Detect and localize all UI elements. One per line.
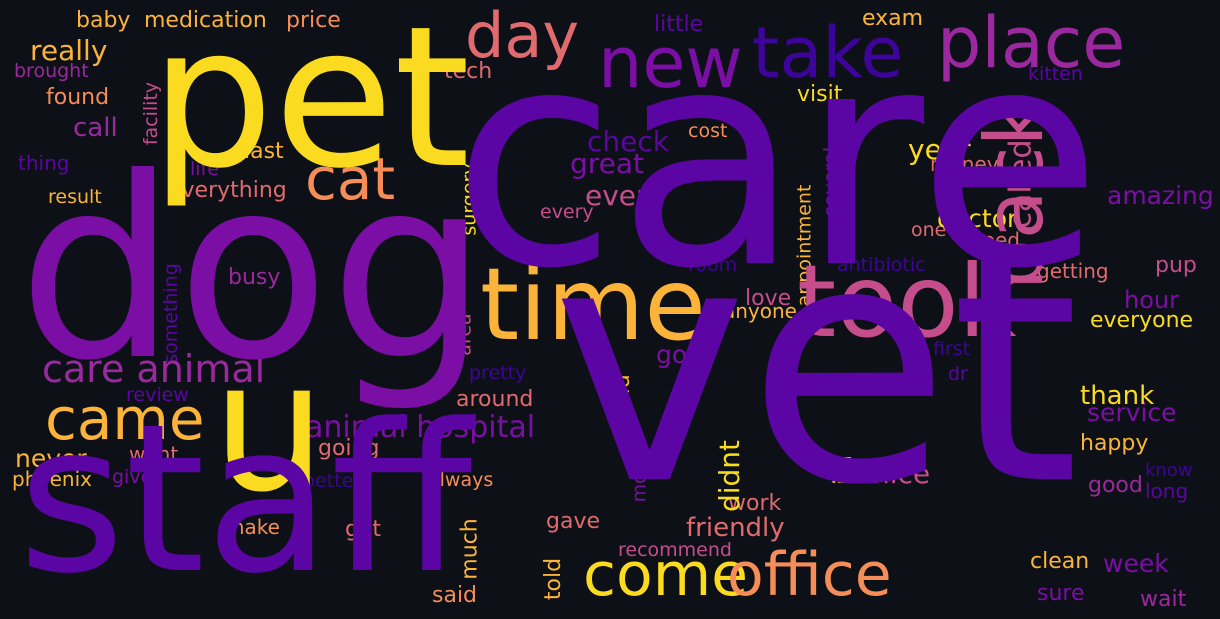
word-pup: pup — [1155, 253, 1197, 278]
word-tech: tech — [444, 59, 493, 84]
word-check: check — [587, 125, 669, 158]
word-everyone: everyone — [1090, 308, 1194, 333]
word-always: always — [428, 469, 494, 491]
word-cat: cat — [305, 145, 396, 213]
word-visit: visit — [797, 82, 843, 107]
word-animal-hospital: animal hospital — [305, 410, 536, 445]
word-phoenix: phoenix — [12, 467, 92, 491]
word-know: know — [1145, 460, 1193, 481]
word-better: better — [303, 470, 362, 492]
word-price: price — [286, 8, 341, 33]
word-brought: brought — [14, 60, 89, 82]
word-anyone: anyone — [723, 299, 797, 323]
word-result: result — [48, 186, 102, 208]
word-room: room — [688, 254, 738, 276]
word-took: took — [797, 243, 1017, 360]
word-service: service — [1087, 398, 1177, 427]
word-nice: nice — [872, 457, 931, 490]
word-pet: pet — [150, 0, 471, 211]
word-came: came — [45, 385, 205, 453]
word-come: come — [583, 540, 749, 610]
word-medication: medication — [144, 8, 267, 33]
word-really: really — [30, 34, 108, 67]
word-said: said — [432, 583, 478, 608]
word-gave: gave — [546, 509, 601, 534]
word-one: one — [911, 219, 947, 241]
word-go: go — [656, 340, 688, 369]
word-busy: busy — [228, 265, 281, 290]
word-need: need — [970, 228, 1020, 252]
word-exam: exam — [862, 6, 924, 31]
word-antibiotic: antibiotic — [837, 254, 926, 276]
word-going: going — [318, 436, 380, 461]
word-getting: getting — [1037, 259, 1109, 283]
word-every: every — [540, 201, 594, 223]
word-never: never — [15, 444, 87, 473]
word-wait: wait — [1140, 587, 1187, 612]
word-take: take — [752, 12, 904, 94]
word-staff: staff — [18, 381, 473, 619]
word-everything: everything — [168, 178, 287, 203]
word-work: work — [728, 491, 782, 516]
word-first: first — [933, 338, 971, 360]
word-u: u — [212, 323, 327, 532]
word-found: found — [46, 85, 110, 110]
word-place: place — [937, 2, 1126, 84]
word-thank: thank — [1080, 381, 1155, 411]
word-year: year — [908, 133, 971, 166]
word-thing: thing — [18, 151, 70, 175]
word-hour: hour — [1124, 286, 1179, 314]
word-pretty: pretty — [469, 362, 527, 384]
word-dog: dog — [18, 124, 489, 415]
word-long: long — [1145, 479, 1189, 503]
word-baby: baby — [76, 8, 131, 33]
word-time: time — [480, 246, 706, 363]
word-kitten: kitten — [1028, 63, 1083, 85]
word-call: call — [73, 113, 118, 143]
word-told: told — [541, 557, 567, 601]
word-doctor: doctor — [937, 204, 1018, 233]
word-last: last — [244, 139, 284, 164]
word-care-animal: care animal — [42, 347, 266, 391]
word-great: great — [570, 147, 645, 180]
word-friendly: friendly — [686, 513, 785, 543]
word-give: give — [112, 466, 153, 488]
word-week: week — [1103, 549, 1169, 578]
word-recommend: recommend — [618, 539, 732, 561]
word-cost: cost — [688, 120, 728, 142]
word-around: around — [456, 387, 534, 412]
word-love: love — [745, 286, 792, 311]
word-money: money — [930, 152, 999, 176]
word-new: new — [598, 22, 743, 104]
word-little: little — [654, 12, 704, 37]
word-vet: vet — [552, 173, 1080, 557]
word-dr: dr — [948, 363, 968, 385]
word-make: make — [225, 515, 280, 539]
word-life: life — [190, 158, 219, 180]
word-office: office — [727, 540, 892, 610]
word-day: day — [465, 0, 580, 72]
word-went: went — [129, 442, 179, 466]
word-got: got — [345, 517, 382, 542]
word-clean: clean — [1030, 549, 1090, 574]
word-happy: happy — [1080, 431, 1149, 456]
word-care: care — [452, 0, 1103, 334]
word-amazing: amazing — [1107, 181, 1214, 210]
word-sure: sure — [1037, 581, 1085, 606]
word-review: review — [126, 384, 189, 406]
word-even: even — [585, 179, 654, 212]
word-good: good — [1088, 473, 1143, 498]
